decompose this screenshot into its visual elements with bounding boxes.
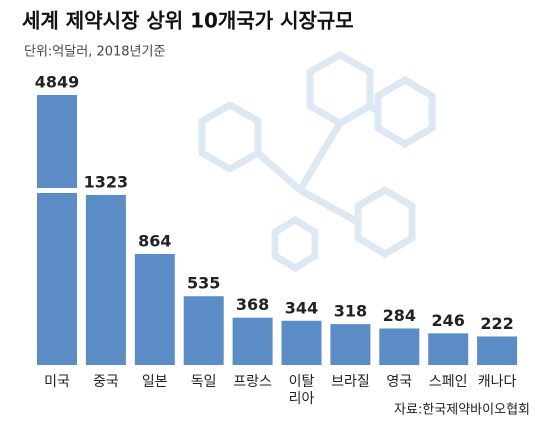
value-label: 284 <box>383 306 416 325</box>
background-decoration <box>198 50 436 273</box>
value-label: 535 <box>187 274 220 293</box>
bar <box>183 296 224 365</box>
bar <box>330 324 371 365</box>
value-label: 368 <box>236 295 269 314</box>
x-tick-label: 일본 <box>141 374 168 390</box>
x-tick-label: 스페인 <box>428 374 468 390</box>
x-tick-label: 중국 <box>93 374 119 390</box>
value-label: 1323 <box>84 172 129 191</box>
bar <box>85 194 126 365</box>
chart-title: 세계 제약시장 상위 10개국가 시장규모 <box>22 9 354 33</box>
chart-subtitle: 단위:억달러, 2018년기준 <box>24 45 165 60</box>
x-tick-label: 캐나다 <box>477 374 517 390</box>
value-label: 864 <box>138 231 171 250</box>
x-tick-label: 브라질 <box>331 374 370 390</box>
x-tick-label: 이탈 리아 <box>288 374 315 407</box>
bar <box>477 336 518 365</box>
x-tick-label: 프랑스 <box>233 374 272 390</box>
value-label: 318 <box>334 302 367 321</box>
axis-break <box>36 188 78 193</box>
value-label: 344 <box>285 298 318 317</box>
value-label: 246 <box>431 311 464 330</box>
bar <box>37 95 77 365</box>
x-tick-label: 영국 <box>386 374 413 390</box>
x-tick-label: 독일 <box>190 374 217 390</box>
bar <box>232 317 273 365</box>
bar <box>428 333 469 365</box>
bar <box>134 253 175 365</box>
x-tick-label: 미국 <box>44 374 70 390</box>
source-note: 자료:한국제약바이오협회 <box>394 403 530 418</box>
bar <box>281 320 322 365</box>
bar <box>379 328 420 365</box>
value-label: 222 <box>480 314 513 333</box>
value-label: 4849 <box>35 73 80 92</box>
